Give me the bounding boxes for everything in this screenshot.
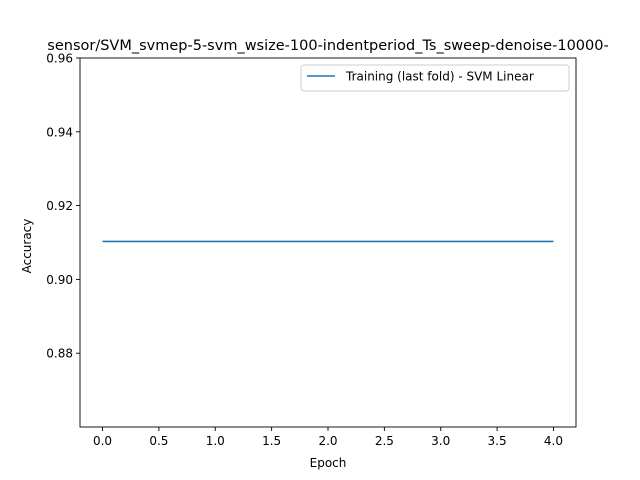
x-tick-label: 1.5 [262,434,281,448]
y-tick-label: 0.94 [46,125,73,139]
y-axis-ticks: 0.88 0.90 0.92 0.94 0.96 [46,52,80,361]
plot-area-frame [79,57,577,428]
x-tick-label: 2.5 [375,434,394,448]
x-axis-label: Epoch [310,456,347,470]
legend-box [300,64,570,92]
x-tick-label: 2.0 [318,434,337,448]
x-tick-label: 3.5 [488,434,507,448]
x-tick-label: 0.5 [149,434,168,448]
x-tick-label: 1.0 [206,434,225,448]
y-axis-label: Accuracy [20,219,34,274]
y-tick-label: 0.90 [46,273,73,287]
x-tick-label: 3.0 [431,434,450,448]
y-tick-label: 0.88 [46,347,73,361]
x-tick-label: 4.0 [544,434,563,448]
x-tick-label: 0.0 [93,434,112,448]
legend-entry-label: Training (last fold) - SVM Linear [345,70,534,84]
chart-title: sensor/SVM_svmep-5-svm_wsize-100-indentp… [47,38,608,54]
legend: Training (last fold) - SVM Linear [300,64,570,92]
x-axis-ticks: 0.0 0.5 1.0 1.5 2.0 2.5 3.0 3.5 4.0 [93,427,563,448]
y-tick-label: 0.96 [46,52,73,66]
y-tick-label: 0.92 [46,199,73,213]
